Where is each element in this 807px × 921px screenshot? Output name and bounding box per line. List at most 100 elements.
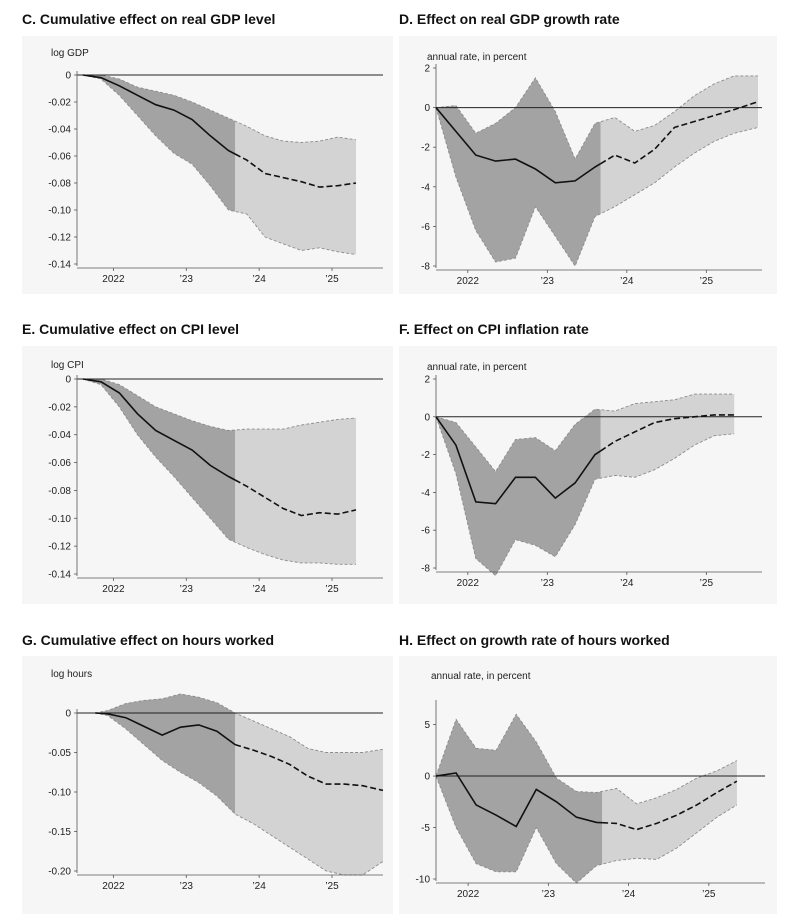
x-tick-label: ’23	[180, 274, 194, 285]
band-upper-edge	[82, 74, 357, 143]
y-tick-label: 5	[424, 720, 430, 731]
y-tick-label: -0.05	[48, 748, 71, 759]
y-tick-label: 2	[424, 64, 430, 75]
y-tick-label: -6	[421, 222, 430, 233]
y-tick-label: -0.12	[48, 233, 71, 244]
x-tick-label: ’25	[700, 578, 714, 589]
confidence-band-projected	[235, 418, 356, 565]
x-tick-label: 2022	[457, 578, 480, 589]
y-tick-label: -10	[416, 875, 431, 886]
confidence-band-projected	[235, 121, 356, 255]
x-tick-label: ’24	[622, 889, 636, 900]
y-tick-label: -0.02	[48, 402, 71, 413]
median-line-projected	[600, 100, 759, 165]
panel-title-h: H. Effect on growth rate of hours worked	[399, 632, 670, 648]
y-axis-label: log CPI	[51, 360, 84, 371]
y-axis-label: annual rate, in percent	[431, 671, 531, 682]
x-tick-label: ’23	[542, 889, 556, 900]
median-line-projected	[234, 479, 357, 517]
y-axis-label: log GDP	[51, 48, 89, 59]
x-tick-label: ’24	[252, 584, 266, 595]
y-tick-label: 2	[424, 375, 430, 386]
median-line-projected	[234, 743, 384, 792]
y-tick-label: 0	[424, 772, 430, 783]
x-tick-label: ’23	[541, 578, 555, 589]
x-tick-label: 2022	[102, 881, 125, 892]
confidence-band-projected	[600, 394, 735, 479]
panel-title-e: E. Cumulative effect on CPI level	[22, 321, 240, 337]
confidence-band-estimated	[82, 379, 236, 543]
confidence-band-projected	[235, 713, 383, 875]
band-lower-edge	[435, 416, 735, 577]
y-tick-label: 0	[424, 103, 430, 114]
y-tick-label: -0.04	[48, 125, 71, 136]
y-tick-label: -0.08	[48, 486, 71, 497]
median-line-projected	[600, 414, 735, 452]
x-tick-label: ’25	[325, 881, 339, 892]
confidence-band-estimated	[95, 694, 236, 815]
y-tick-label: -8	[421, 564, 430, 575]
band-upper-edge	[82, 378, 357, 431]
x-tick-label: 2022	[102, 584, 125, 595]
y-tick-label: -4	[421, 488, 430, 499]
median-line-projected	[602, 780, 738, 831]
y-tick-label: -0.14	[48, 260, 71, 271]
confidence-band-estimated	[436, 409, 601, 576]
x-tick-label: ’24	[252, 274, 266, 285]
y-axis-label: annual rate, in percent	[427, 362, 527, 373]
y-tick-label: 0	[65, 709, 71, 720]
chart-panel-h: annual rate, in percent 5 0 -5 -10 2022 ’23 ’24…	[416, 671, 765, 900]
chart-panel-f: annual rate, in percent 2 0 -2 -4 -6 -8 2022 ’23…	[421, 362, 762, 589]
x-tick-label: ’25	[325, 584, 339, 595]
y-tick-label: -0.20	[48, 867, 71, 878]
median-line-estimated	[82, 378, 236, 481]
band-upper-edge	[435, 713, 738, 805]
panel-title-f: F. Effect on CPI inflation rate	[399, 321, 589, 337]
confidence-band-estimated	[82, 75, 236, 212]
y-tick-label: -0.06	[48, 458, 71, 469]
confidence-band-estimated	[436, 714, 603, 884]
x-tick-label: 2022	[457, 276, 480, 287]
band-lower-edge	[82, 74, 357, 255]
y-tick-label: 0	[424, 412, 430, 423]
y-axis-label: log hours	[51, 669, 92, 680]
x-tick-label: 2022	[457, 889, 480, 900]
y-tick-label: -5	[421, 823, 430, 834]
chart-panel-e: log CPI 0 -0.02 -0.04 -0.06 -0.08 -0.10 -0.12 -0…	[48, 360, 383, 595]
confidence-band-projected	[600, 75, 758, 214]
median-line-estimated	[82, 74, 236, 155]
x-tick-label: ’24	[620, 578, 634, 589]
panel-title-d: D. Effect on real GDP growth rate	[399, 11, 620, 27]
y-tick-label: -0.02	[48, 98, 71, 109]
median-line-estimated	[435, 416, 602, 505]
y-tick-label: -8	[421, 262, 430, 273]
band-lower-edge	[435, 775, 738, 884]
x-tick-label: ’25	[700, 276, 714, 287]
y-tick-label: -0.15	[48, 827, 71, 838]
y-tick-label: -0.10	[48, 788, 71, 799]
median-line-estimated	[435, 772, 603, 828]
y-tick-label: -0.10	[48, 206, 71, 217]
y-tick-label: -0.10	[48, 514, 71, 525]
y-axis-label: annual rate, in percent	[427, 52, 527, 63]
x-tick-label: ’23	[541, 276, 555, 287]
y-tick-label: -0.06	[48, 152, 71, 163]
x-tick-label: ’25	[702, 889, 716, 900]
y-tick-label: -2	[421, 450, 430, 461]
confidence-band-estimated	[436, 77, 601, 267]
y-tick-label: -0.04	[48, 430, 71, 441]
panel-title-c: C. Cumulative effect on real GDP level	[22, 11, 276, 27]
y-tick-label: -4	[421, 182, 430, 193]
panel-title-g: G. Cumulative effect on hours worked	[22, 632, 275, 648]
y-tick-label: -0.12	[48, 542, 71, 553]
y-tick-label: 0	[65, 375, 71, 386]
y-tick-label: -0.14	[48, 570, 71, 581]
x-tick-label: ’24	[620, 276, 634, 287]
median-line-projected	[234, 153, 357, 188]
confidence-band-projected	[602, 760, 737, 865]
y-tick-label: 0	[65, 71, 71, 82]
median-line-estimated	[435, 107, 602, 184]
chart-panel-c: log GDP 0 -0.02 -0.04 -0.06 -0.08 -0.10 -0.12 -0…	[48, 48, 383, 285]
